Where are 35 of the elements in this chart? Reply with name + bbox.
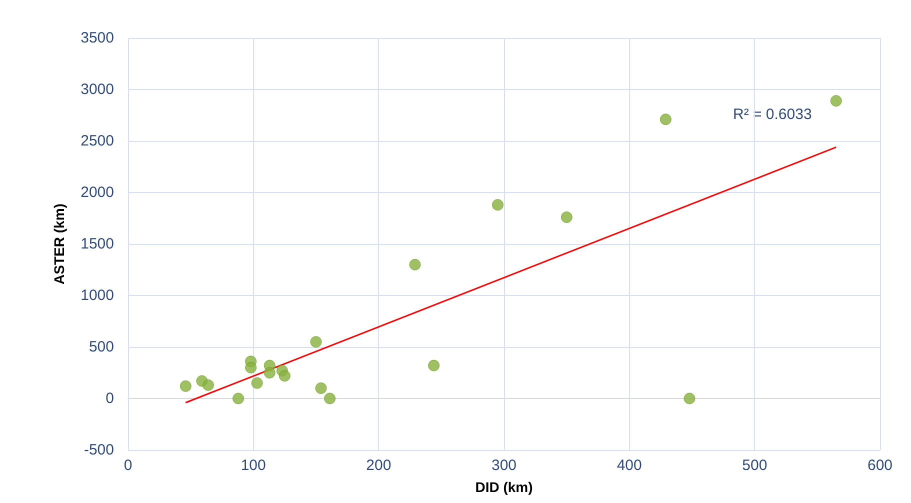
x-tick-label: 500: [742, 457, 768, 474]
point: [492, 199, 504, 211]
x-tick-label: 300: [491, 457, 517, 474]
y-tick-label: 3500: [80, 30, 114, 46]
point: [202, 379, 214, 391]
point: [264, 367, 276, 378]
point: [251, 377, 263, 389]
y-tick-label: 1000: [80, 287, 114, 304]
point: [684, 392, 696, 404]
x-tick-label: 100: [240, 457, 266, 474]
point: [409, 258, 421, 270]
y-tick-label: 1500: [80, 236, 114, 252]
y-tick-label: 2500: [80, 132, 114, 150]
x-axis-title: DID (km): [475, 479, 533, 495]
point: [428, 360, 440, 372]
x-tick-label: 400: [616, 457, 642, 474]
point: [315, 382, 327, 394]
point: [560, 211, 572, 223]
point: [180, 380, 192, 392]
y-tick-label: 0: [106, 390, 114, 407]
point: [245, 362, 257, 374]
point: [310, 336, 322, 348]
point: [278, 370, 290, 382]
point: [232, 392, 244, 404]
x-tick-label: 600: [867, 457, 893, 474]
x-tick-label: 200: [366, 457, 392, 474]
point: [830, 95, 842, 107]
y-tick-label: 500: [88, 338, 114, 356]
point: [324, 392, 336, 404]
y-tick-label: 2000: [80, 184, 114, 201]
x-tick-label: 0: [124, 457, 132, 474]
y-tick-label: 3000: [80, 81, 114, 98]
y-axis-title: ASTER (km): [51, 204, 67, 284]
y-tick-label: -500: [84, 442, 114, 458]
point: [660, 114, 672, 126]
